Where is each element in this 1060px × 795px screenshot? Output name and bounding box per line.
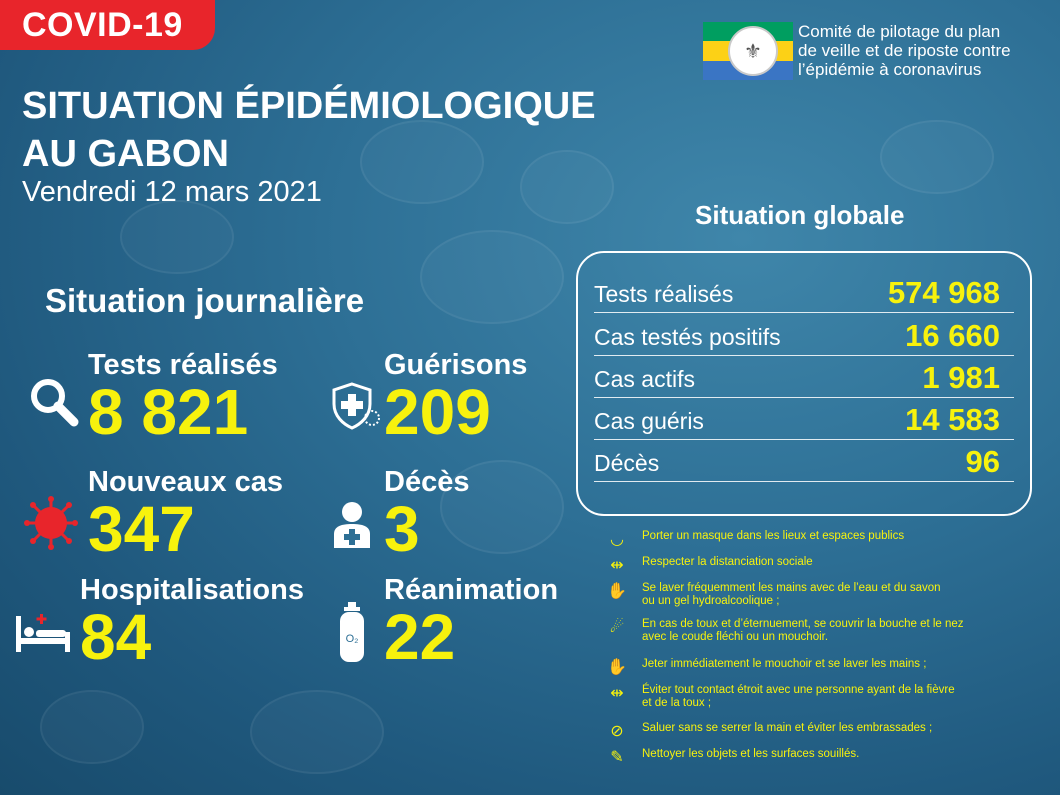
cleaning-icon: ✎: [610, 749, 624, 766]
title-line-1: SITUATION ÉPIDÉMIOLOGIQUE: [22, 85, 596, 127]
stat-value: 84: [80, 601, 152, 673]
background-cell: [120, 200, 234, 274]
stat-label: Réanimation: [384, 574, 559, 606]
background-cell: [880, 120, 994, 194]
list-item: ⇹ Respecter la distanciation sociale: [604, 556, 1044, 576]
hospital-bed-icon: [14, 612, 72, 659]
page-title: SITUATION ÉPIDÉMIOLOGIQUE AU GABON: [22, 82, 596, 178]
background-cell: [440, 460, 564, 554]
stat-new-cases: Nouveaux cas 347: [88, 466, 283, 561]
stat-hospitalizations: Hospitalisations 84: [80, 574, 304, 669]
background-cell: [520, 150, 614, 224]
stat-value: 22: [384, 601, 456, 673]
stat-label: Tests réalisés: [88, 349, 278, 381]
title-line-2: AU GABON: [22, 133, 229, 175]
stat-label: Hospitalisations: [80, 574, 304, 606]
global-summary-table: Tests réalisés 574 968 Cas testés positif…: [576, 251, 1032, 516]
global-heading: Situation globale: [695, 200, 905, 230]
background-cell: [250, 690, 384, 774]
sneeze-icon: ☄: [609, 619, 625, 636]
background-cell: [360, 120, 484, 204]
background-cell: [420, 230, 564, 324]
stat-label: Guérisons: [384, 349, 528, 381]
gabon-flag-logo: ⚜: [703, 22, 793, 80]
stat-value: 8 821: [88, 376, 249, 448]
list-item: ◡ Porter un masque dans les lieux et espa…: [604, 530, 1044, 550]
tissue-icon: ✋: [607, 659, 627, 676]
list-item: ✋ Jeter immédiatement le mouchoir et se l…: [604, 658, 1044, 678]
stat-icu: Réanimation 22: [384, 574, 558, 669]
organization-name: Comité de pilotage du plan de veille et …: [798, 22, 1011, 79]
svg-text:O₂: O₂: [346, 633, 359, 645]
stat-value: 347: [88, 493, 195, 565]
stat-tests: Tests réalisés 8 821: [88, 349, 278, 444]
stat-deaths: Décès 3: [384, 466, 469, 561]
list-item: ✋ Se laver fréquemment les mains avec de …: [604, 582, 1044, 607]
no-handshake-icon: ⊘: [610, 723, 624, 740]
list-item: ⊘ Saluer sans se serrer la main et éviter…: [604, 722, 1044, 742]
background-cell: [40, 690, 144, 764]
virus-icon: [24, 496, 78, 555]
table-row: Cas testés positifs 16 660: [594, 314, 1014, 356]
republic-seal-icon: ⚜: [728, 26, 778, 76]
stat-value: 3: [384, 493, 420, 565]
stat-label: Nouveaux cas: [88, 466, 284, 498]
table-row: Cas guéris 14 583: [594, 398, 1014, 440]
covid-badge: COVID-19: [0, 0, 215, 50]
table-row: Cas actifs 1 981: [594, 356, 1014, 398]
person-cross-icon: [330, 500, 374, 555]
mask-icon: ◡: [610, 531, 624, 548]
report-date: Vendredi 12 mars 2021: [22, 176, 322, 208]
daily-heading: Situation journalière: [45, 282, 365, 319]
stat-recoveries: Guérisons 209: [384, 349, 527, 444]
list-item: ✎ Nettoyer les objets et les surfaces sou…: [604, 748, 1044, 768]
shield-cross-icon: [330, 380, 382, 437]
list-item: ☄ En cas de toux et d’éternuement, se cou…: [604, 618, 1044, 643]
list-item: ⇹ Éviter tout contact étroit avec une per…: [604, 684, 1044, 709]
stat-value: 209: [384, 376, 491, 448]
handwash-icon: ✋: [607, 583, 627, 600]
badge-text: COVID-19: [22, 5, 183, 44]
magnifier-icon: [28, 376, 80, 433]
avoid-contact-icon: ⇹: [610, 685, 624, 702]
organization-block: ⚜ Comité de pilotage du plan de veille e…: [703, 22, 1011, 80]
stat-label: Décès: [384, 466, 470, 498]
oxygen-tank-icon: O₂: [338, 600, 366, 669]
table-row: Tests réalisés 574 968: [594, 271, 1014, 313]
distance-icon: ⇹: [610, 557, 624, 574]
table-row: Décès 96: [594, 440, 1014, 482]
